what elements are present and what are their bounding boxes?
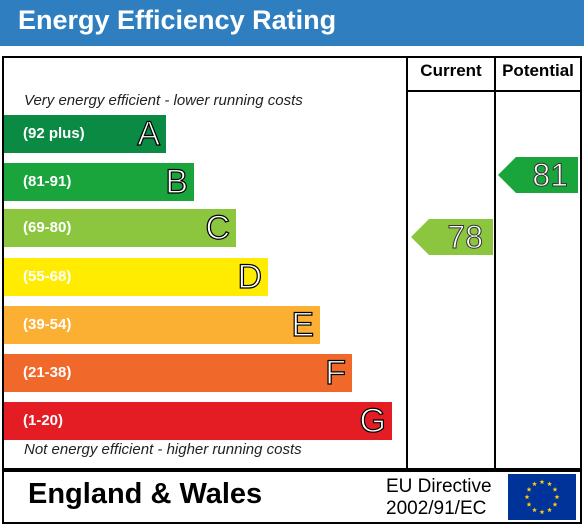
band-letter: B bbox=[165, 162, 189, 201]
footer-frame bbox=[2, 470, 582, 524]
flag-star bbox=[532, 507, 537, 513]
band-e: (39-54) E bbox=[4, 305, 320, 345]
band-letter: A bbox=[137, 114, 161, 153]
band-letter: G bbox=[359, 401, 387, 440]
directive-line-2: 2002/91/EC bbox=[386, 498, 487, 519]
band-range-label: (69-80) bbox=[23, 219, 72, 236]
band-letter: D bbox=[237, 257, 263, 296]
band-f: (21-38) F bbox=[4, 353, 352, 393]
current-rating-value: 78 bbox=[447, 219, 484, 256]
potential-rating-value: 81 bbox=[532, 157, 569, 194]
title-bar: Energy Efficiency Rating bbox=[0, 0, 584, 46]
flag-star bbox=[526, 501, 532, 507]
region-label: England & Wales bbox=[28, 478, 263, 510]
eu-flag-icon bbox=[508, 474, 576, 520]
band-range-label: (81-91) bbox=[23, 173, 72, 190]
band-range-label: (55-68) bbox=[23, 268, 72, 285]
flag-star bbox=[526, 486, 532, 492]
band-c: (69-80) C bbox=[4, 208, 236, 248]
directive-line-1: EU Directive bbox=[386, 476, 492, 497]
flag-star bbox=[552, 486, 558, 492]
band-range-label: (21-38) bbox=[23, 364, 72, 381]
divider-current bbox=[406, 56, 408, 470]
header-divider bbox=[408, 90, 580, 92]
potential-arrow-shape bbox=[498, 157, 578, 193]
band-letter: F bbox=[325, 353, 347, 392]
band-letter: C bbox=[205, 208, 231, 247]
flag-star bbox=[539, 509, 545, 515]
flag-star bbox=[554, 494, 560, 500]
band-range-label: (1-20) bbox=[23, 412, 64, 429]
current-arrow-shape bbox=[411, 219, 493, 255]
potential-column-header: Potential bbox=[502, 61, 574, 80]
flag-star bbox=[547, 481, 552, 487]
current-rating-arrow: 78 bbox=[411, 219, 493, 256]
caption-bottom: Not energy efficient - higher running co… bbox=[24, 441, 302, 458]
potential-rating-arrow: 81 bbox=[498, 157, 578, 194]
band-range-label: (92 plus) bbox=[23, 125, 85, 142]
divider-potential bbox=[494, 56, 496, 470]
flag-star bbox=[539, 479, 545, 485]
current-column-header: Current bbox=[420, 61, 482, 80]
flag-star bbox=[524, 494, 530, 500]
band-letter: E bbox=[291, 305, 315, 344]
flag-star bbox=[552, 501, 558, 507]
band-d: (55-68) D bbox=[4, 257, 268, 297]
chart-frame bbox=[2, 56, 582, 470]
band-a: (92 plus) A bbox=[4, 114, 166, 154]
band-g: (1-20) G bbox=[4, 401, 392, 441]
flag-star bbox=[532, 481, 537, 487]
band-range-label: (39-54) bbox=[23, 316, 72, 333]
caption-top: Very energy efficient - lower running co… bbox=[24, 92, 303, 109]
band-b: (81-91) B bbox=[4, 162, 194, 202]
page-title: Energy Efficiency Rating bbox=[18, 5, 337, 35]
flag-star bbox=[547, 507, 552, 513]
